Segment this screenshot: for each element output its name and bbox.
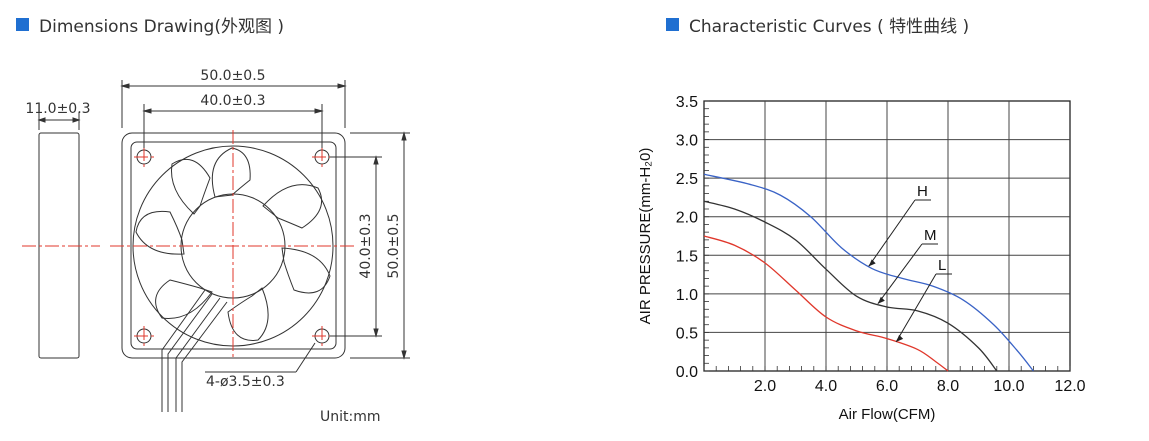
y-tick-label: 1.5 <box>676 248 698 265</box>
x-tick-label: 6.0 <box>876 378 898 395</box>
center-lines <box>22 130 355 360</box>
pq-chart: 0.0 0.5 1.0 1.5 2.0 2.5 3.0 3.5 2.0 4.0 6.0 8.0 10.0… <box>637 94 1086 423</box>
fan-wires <box>161 289 228 412</box>
wire <box>167 293 213 412</box>
heading-square-icon <box>16 18 29 31</box>
arrow-head <box>72 117 81 123</box>
arrow-head <box>337 83 347 89</box>
arrow-head <box>314 108 324 114</box>
y-tick-label: 0.0 <box>676 364 698 381</box>
hole-leader-line <box>295 342 316 373</box>
curve-label-m: M <box>924 227 937 244</box>
arrow-head <box>877 296 885 304</box>
fan-blade <box>281 247 331 294</box>
arrow-head <box>142 108 152 114</box>
hole-height-label: 40.0±0.3 <box>358 213 374 278</box>
fan-blade <box>135 210 185 255</box>
overall-height-label: 50.0±0.5 <box>386 213 402 278</box>
curve-leader-line <box>868 199 916 267</box>
curve-label-h: H <box>917 183 928 200</box>
chart-curve-labels: H ML <box>868 183 952 343</box>
chart-series <box>703 173 1034 372</box>
wire <box>175 297 221 412</box>
series-line-m <box>703 200 998 372</box>
arrow-head <box>120 83 130 89</box>
arrow-head <box>401 350 407 360</box>
y-tick-label: 1.0 <box>676 287 698 304</box>
dimensions-drawing <box>22 80 410 412</box>
arrow-head <box>401 131 407 141</box>
arrow-head <box>896 334 904 342</box>
y-tick-label: 3.0 <box>676 133 698 150</box>
series-line-l <box>703 235 949 372</box>
arrow-head <box>373 155 379 165</box>
dimensions-heading: Dimensions Drawing(外观图 ) <box>16 12 284 37</box>
curve-leader-line <box>895 273 937 343</box>
curves-heading: Characteristic Curves ( 特性曲线 ) <box>666 12 969 37</box>
curve-label-l: L <box>938 257 946 274</box>
series-line-h <box>703 173 1034 372</box>
hole-width-label: 40.0±0.3 <box>200 93 265 109</box>
chart-grid <box>703 100 1071 372</box>
arrow-head <box>373 328 379 338</box>
y-tick-label: 3.5 <box>676 94 698 111</box>
x-axis-title: Air Flow(CFM) <box>839 406 936 423</box>
x-tick-label: 10.0 <box>993 378 1024 395</box>
thickness-label: 11.0±0.3 <box>25 101 90 117</box>
dimensions-heading-text: Dimensions Drawing(外观图 ) <box>39 17 284 37</box>
wire <box>181 301 228 412</box>
heading-square-icon <box>666 18 679 31</box>
chart-ticks: 0.0 0.5 1.0 1.5 2.0 2.5 3.0 3.5 2.0 4.0 6.0 8.0 10.0… <box>676 94 1086 395</box>
curve-leader-line <box>877 243 923 305</box>
y-axis-title: AIR PRESSURE(mm-H₂0) <box>637 148 654 325</box>
fan-blades <box>135 147 331 341</box>
fan-blade <box>227 287 269 341</box>
y-tick-label: 2.5 <box>676 171 698 188</box>
hole-spec-label: 4-ø3.5±0.3 <box>206 374 285 390</box>
fan-blade <box>170 158 211 215</box>
x-tick-label: 4.0 <box>815 378 837 395</box>
fan-blade <box>211 147 251 198</box>
y-tick-label: 2.0 <box>676 210 698 227</box>
arrow-head <box>37 117 46 123</box>
curves-heading-text: Characteristic Curves ( 特性曲线 ) <box>689 17 970 37</box>
x-tick-label: 8.0 <box>937 378 959 395</box>
fan-blade <box>262 184 322 229</box>
x-tick-label: 2.0 <box>754 378 776 395</box>
wire <box>161 289 206 412</box>
arrow-head <box>868 259 876 267</box>
x-tick-label: 12.0 <box>1054 378 1085 395</box>
unit-label: Unit:mm <box>320 409 381 425</box>
y-tick-label: 0.5 <box>676 325 698 342</box>
fan-blade <box>155 279 213 319</box>
overall-width-label: 50.0±0.5 <box>200 68 265 84</box>
